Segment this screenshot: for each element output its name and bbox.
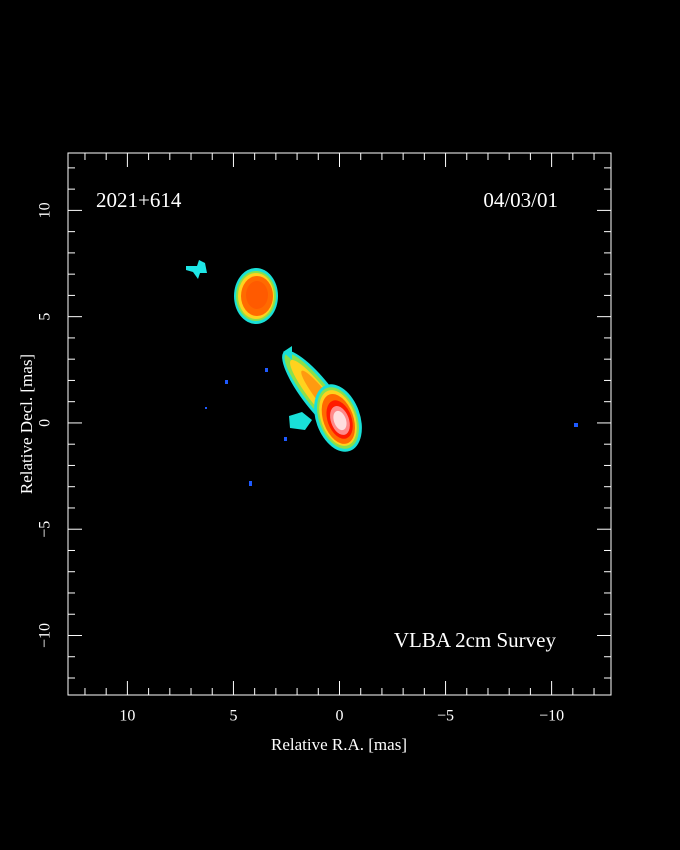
emission	[186, 260, 207, 279]
emission	[284, 437, 287, 441]
y-tick-label: 10	[37, 202, 54, 218]
x-tick-label: 0	[336, 708, 344, 725]
core	[314, 384, 362, 452]
emission	[205, 407, 207, 409]
emission	[246, 281, 268, 309]
emission	[289, 412, 312, 430]
emission	[225, 380, 228, 384]
x-tick-label: −10	[539, 708, 564, 725]
x-axis-label: Relative R.A. [mas]	[271, 735, 407, 754]
y-tick-label: 5	[37, 313, 54, 321]
x-tick-label: 5	[229, 708, 237, 725]
y-tick-label: −10	[37, 623, 54, 648]
survey-label: VLBA 2cm Survey	[394, 628, 557, 652]
source-name: 2021+614	[96, 188, 182, 212]
y-tick-label: 0	[37, 419, 54, 427]
emission	[249, 481, 252, 486]
emission	[574, 423, 578, 427]
emission	[333, 410, 347, 431]
epoch: 04/03/01	[483, 188, 558, 212]
x-tick-label: 10	[119, 708, 135, 725]
y-tick-label: −5	[37, 521, 54, 538]
image	[186, 260, 578, 486]
y-axis-label: Relative Decl. [mas]	[17, 354, 36, 494]
emission	[265, 368, 268, 372]
emission	[283, 346, 292, 360]
x-tick-label: −5	[437, 708, 454, 725]
